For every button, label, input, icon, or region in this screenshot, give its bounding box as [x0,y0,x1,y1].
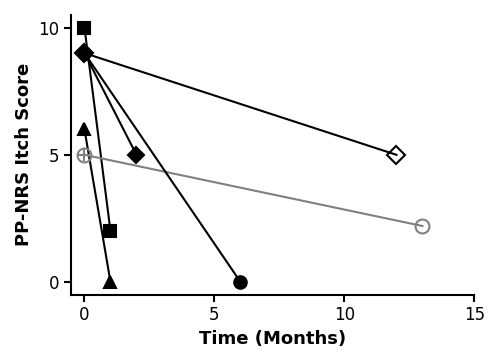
Y-axis label: PP-NRS Itch Score: PP-NRS Itch Score [15,63,33,246]
X-axis label: Time (Months): Time (Months) [200,330,346,348]
